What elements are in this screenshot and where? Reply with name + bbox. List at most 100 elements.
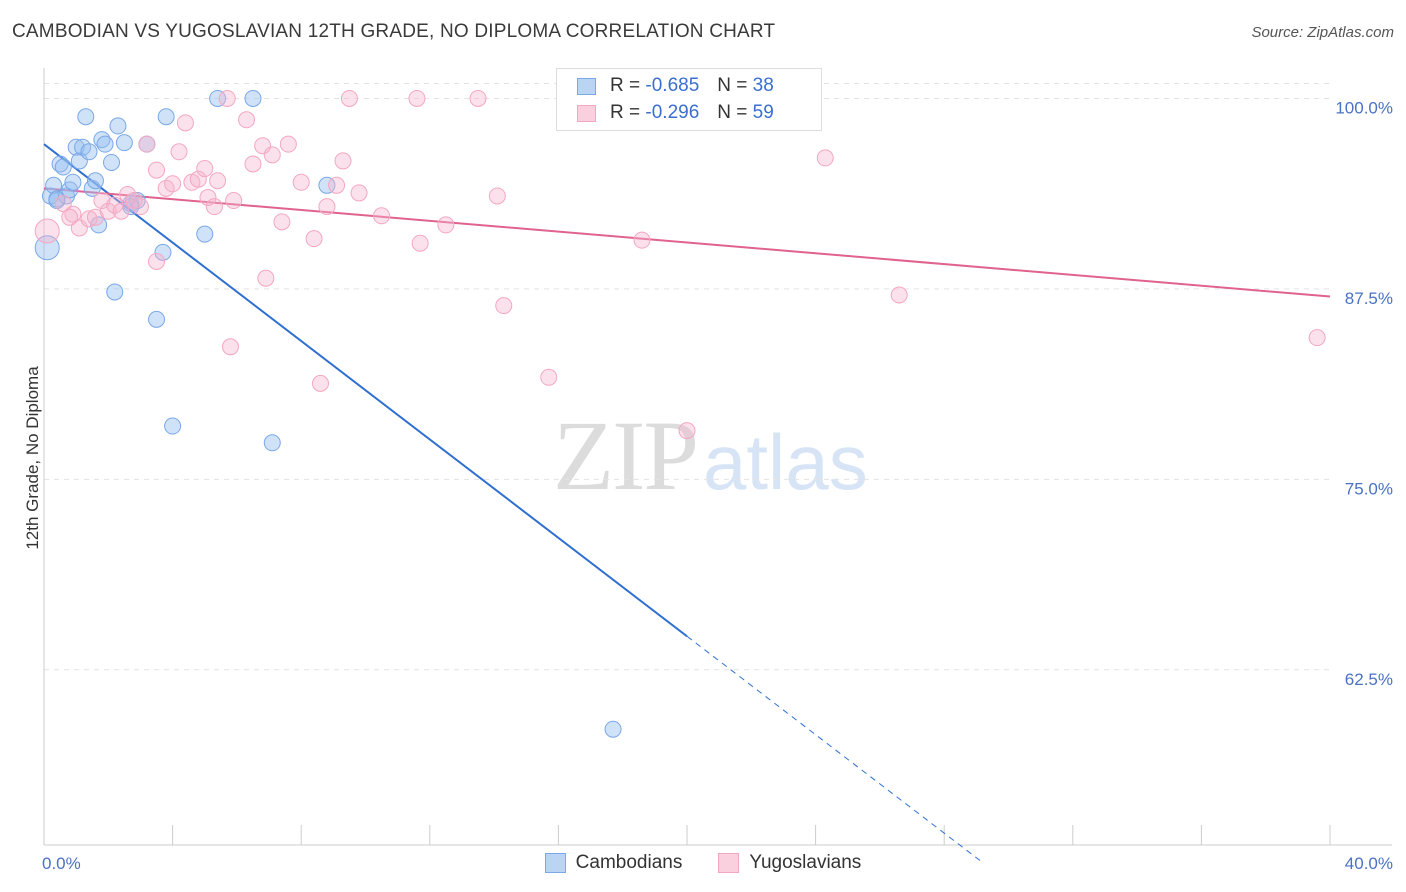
cambodian-point <box>244 89 262 107</box>
legend-row-yugoslavians: R = -0.296 N = 59 <box>577 102 774 124</box>
cambodian-point <box>109 117 127 135</box>
yugoslavian-point <box>350 184 368 202</box>
cambodian-trend-line <box>43 143 688 638</box>
legend-n-label: N = <box>717 75 748 96</box>
bottom-legend-swatch-cambodians <box>544 853 566 873</box>
watermark: ZIPatlas <box>553 398 868 513</box>
yugoslavian-point <box>469 89 487 107</box>
cambodian-point <box>93 131 111 149</box>
yugoslavian-point <box>334 152 352 170</box>
yugoslavian-point <box>495 297 513 315</box>
cambodian-point <box>77 108 95 126</box>
yugoslavian-point <box>199 189 217 206</box>
yugoslavian-point <box>305 230 323 248</box>
legend-r-cambodians: -0.685 <box>645 75 700 96</box>
cambodian-point <box>64 173 82 191</box>
chart-source: Source: ZipAtlas.com <box>1251 24 1394 41</box>
cambodian-point <box>67 138 85 156</box>
yugoslavian-point <box>148 252 166 270</box>
yugoslavian-point <box>411 234 429 252</box>
cambodian-point <box>604 720 622 738</box>
legend-r-label: R = <box>610 75 641 96</box>
cambodian-point <box>80 143 98 161</box>
yugoslavian-point <box>328 176 346 194</box>
yugoslavian-point <box>238 111 256 129</box>
cambodian-point <box>86 172 104 190</box>
bottom-legend-label-cambodians: Cambodians <box>575 852 683 873</box>
yugoslavian-point <box>678 422 696 440</box>
trend-lines <box>43 143 1331 864</box>
x-tick-label-min: 0.0% <box>42 854 81 873</box>
axes <box>43 68 1392 846</box>
yugoslavian-point <box>196 160 214 178</box>
yugoslavian-point <box>311 374 329 392</box>
yugoslavian-point <box>99 202 117 220</box>
bottom-legend-cambodians: Cambodians <box>544 852 683 874</box>
yugoslavian-point <box>218 89 236 107</box>
tick-labels: 62.5% 75.0% 87.5% 100.0% 0.0% 40.0% <box>42 98 1393 873</box>
cambodian-point <box>263 434 281 452</box>
yugoslavian-point <box>225 192 243 210</box>
yugoslavian-point <box>488 187 506 205</box>
yugoslavian-trend-line <box>43 187 1331 298</box>
yugoslavian-point <box>273 213 291 231</box>
y-tick-label: 87.5% <box>1345 289 1393 308</box>
chart-title: CAMBODIAN VS YUGOSLAVIAN 12TH GRADE, NO … <box>12 21 776 42</box>
yugoslavian-point <box>221 338 239 356</box>
yugoslavian-point <box>34 218 60 244</box>
yugoslavian-point <box>437 216 455 234</box>
yugoslavian-point <box>106 196 124 214</box>
yugoslavian-point <box>170 143 188 161</box>
y-tick-label: 100.0% <box>1335 98 1393 117</box>
cambodian-point <box>148 310 166 328</box>
yugoslavian-point <box>1308 329 1326 347</box>
yugoslavian-point <box>54 195 72 213</box>
yugoslavian-point <box>205 198 223 216</box>
data-points <box>34 89 1326 738</box>
legend-swatch-cambodians <box>577 77 596 95</box>
yugoslavian-point <box>61 208 79 226</box>
yugoslavian-point <box>189 170 207 188</box>
yugoslavian-point <box>340 89 358 107</box>
yugoslavian-point <box>540 368 558 386</box>
bottom-legend-swatch-yugoslavians <box>718 853 740 873</box>
cambodian-point <box>318 176 336 194</box>
x-tick-label-max: 40.0% <box>1345 854 1393 873</box>
yugoslavian-point <box>176 114 194 132</box>
bottom-legend: Cambodians Yugoslavians <box>0 852 1406 874</box>
cambodian-point <box>51 155 69 173</box>
yugoslavian-point <box>373 207 391 225</box>
yugoslavian-point <box>131 198 149 216</box>
yugoslavian-point <box>93 192 111 210</box>
y-tick-label: 75.0% <box>1345 479 1393 498</box>
yugoslavian-point <box>138 135 156 153</box>
legend-r-label: R = <box>610 102 641 123</box>
yugoslavian-point <box>80 210 98 228</box>
legend-row-cambodians: R = -0.685 N = 38 <box>577 75 774 97</box>
yugoslavian-point <box>318 198 336 216</box>
y-tick-label: 62.5% <box>1345 670 1393 689</box>
bottom-legend-label-yugoslavians: Yugoslavians <box>749 852 862 873</box>
bottom-legend-yugoslavians: Yugoslavians <box>718 852 861 874</box>
cambodian-point <box>154 243 172 261</box>
yugoslavian-point <box>279 135 297 153</box>
y-axis-label: 12th Grade, No Diploma <box>23 366 42 550</box>
legend-r-yugoslavians: -0.296 <box>645 102 700 123</box>
cambodian-point <box>209 89 227 107</box>
yugoslavian-point <box>816 149 834 167</box>
yugoslavian-point <box>890 286 908 304</box>
yugoslavian-point <box>112 202 130 220</box>
yugoslavian-point <box>64 205 82 223</box>
yugoslavian-point <box>164 175 182 193</box>
cambodian-point <box>157 108 175 126</box>
watermark-zip: ZIP <box>553 400 699 511</box>
yugoslavian-point <box>263 146 281 164</box>
cambodian-point <box>115 134 133 152</box>
yugoslavian-point <box>633 231 651 249</box>
legend-n-label: N = <box>717 102 748 123</box>
yugoslavian-point <box>119 185 137 203</box>
yugoslavian-point <box>244 155 262 173</box>
legend-swatch-yugoslavians <box>577 104 596 122</box>
cambodian-point <box>164 417 182 435</box>
